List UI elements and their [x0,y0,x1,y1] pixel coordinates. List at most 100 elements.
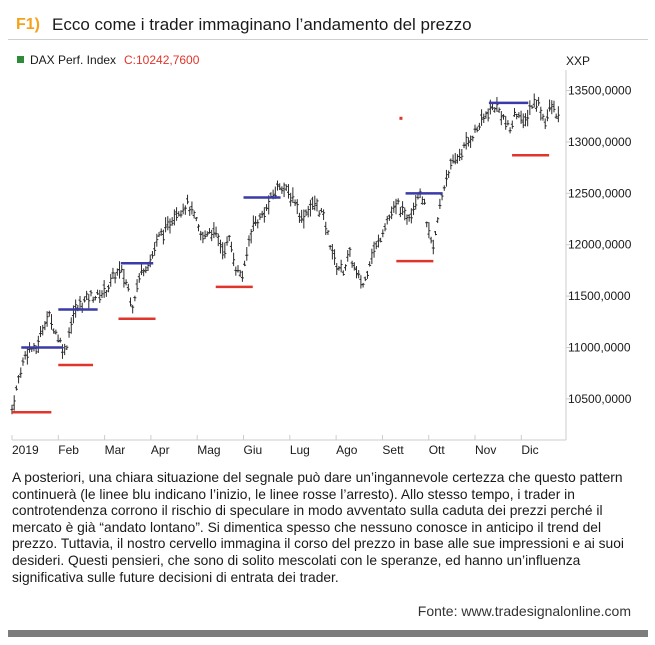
figure-header: F1) Ecco come i trader immaginano l’anda… [8,4,648,38]
price-bar [523,113,527,127]
bottom-bar [8,630,648,637]
price-bar [80,302,84,313]
price-bar [306,205,310,218]
price-bar [109,273,113,287]
price-bar [396,198,400,205]
price-bar [504,115,508,130]
price-bar [21,357,25,366]
price-bar [247,235,251,247]
price-bar [236,265,240,273]
price-bar [317,210,321,218]
price-bar [276,180,280,191]
price-bar [311,196,315,210]
price-bar [284,184,288,191]
price-bar [85,290,89,301]
x-tick-label: Giu [244,443,263,457]
price-bar [19,367,23,378]
figure-label: F1) [16,16,40,33]
price-bar [203,230,207,240]
x-axis-ticks: 2019 Feb Mar Apr Mag Giu Lug Ago Sett Ott Nov Dic [11,435,539,457]
price-bar [556,106,560,123]
price-bar [475,126,479,133]
header-divider [8,39,648,40]
price-bar [324,221,328,236]
price-bar [67,327,71,338]
price-bar [63,343,67,356]
price-bar [179,210,183,218]
x-tick-label: 2019 [12,443,39,457]
price-bar [431,239,435,255]
price-bar [526,109,530,127]
price-bar [370,248,374,265]
price-bar [144,266,148,274]
price-bar [36,335,40,353]
price-bar [352,262,356,271]
price-bar [365,270,369,279]
price-bar [515,113,519,120]
price-bar [528,100,532,115]
price-bar [210,229,214,242]
figure-title: Ecco come i trader immaginano l’andament… [52,15,472,34]
price-bar [282,182,286,198]
price-bar [339,259,343,273]
price-bar [260,210,264,218]
legend-series-name: DAX Perf. Index [30,53,116,67]
price-bar [197,224,201,232]
x-tick-label: Ott [429,443,446,457]
price-bar [157,232,161,237]
price-bar [315,198,319,212]
price-bar [482,113,486,123]
price-bar [363,276,367,282]
price-bar [102,280,106,298]
price-bar [47,310,51,317]
price-bar [512,108,516,117]
price-bar [131,304,135,314]
price-bar [502,114,506,120]
price-bar [25,348,29,365]
price-bar [541,113,545,121]
price-bar [120,265,124,273]
price-bar [473,124,477,133]
x-tick-label: Mar [105,443,126,457]
y-tick-label: 13000,0000 [568,135,632,149]
price-bar [45,311,49,327]
price-bar [126,283,130,292]
price-bar [464,131,468,150]
price-bar [407,214,411,222]
price-bar [552,100,556,113]
y-tick-label: 13500,0000 [568,84,632,98]
price-bar [453,152,457,165]
price-bar [278,183,282,191]
y-tick-label: 10500,0000 [568,392,632,406]
price-bar [249,229,253,244]
x-tick-label: Ago [336,443,358,457]
price-bar [405,214,409,225]
price-bar [495,97,499,112]
price-bar [491,103,495,111]
price-bar [177,211,181,217]
price-bar [423,198,427,205]
price-bar [181,203,185,215]
price-bar [188,206,192,216]
figure-caption: A posteriori, una chiara situazione del … [12,470,624,585]
price-bar [199,230,203,241]
price-bar [381,229,385,238]
y-tick-label: 11000,0000 [568,341,631,355]
price-bar [304,209,308,217]
price-bar [484,111,488,119]
price-bar [550,100,554,115]
price-bar [390,206,394,220]
price-bar [87,293,91,309]
price-bar [451,154,455,164]
price-bar [374,241,378,250]
price-bar [201,231,205,244]
price-bar [262,207,266,223]
price-bar [295,199,299,215]
green-square-icon [17,56,24,63]
x-tick-label: Lug [290,443,310,457]
price-bar [113,272,117,284]
price-bar [52,328,56,334]
price-bar [205,231,209,237]
price-bar [447,170,451,178]
price-bar [466,137,470,147]
